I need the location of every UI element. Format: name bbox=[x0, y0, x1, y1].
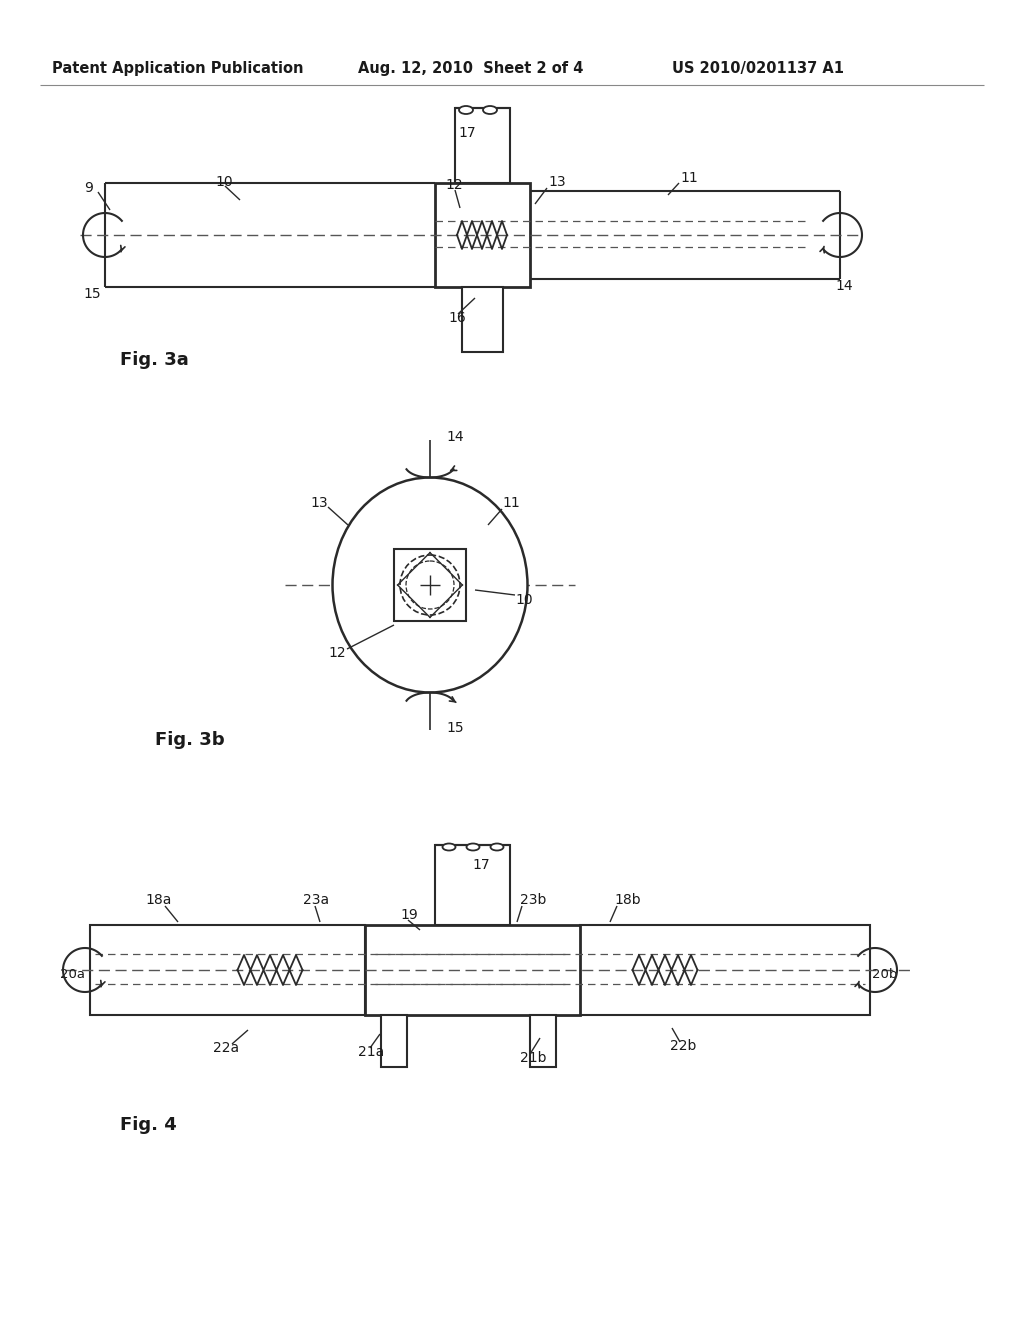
Text: US 2010/0201137 A1: US 2010/0201137 A1 bbox=[672, 61, 844, 75]
Text: 13: 13 bbox=[310, 496, 328, 510]
Bar bbox=[90, 925, 365, 1015]
Ellipse shape bbox=[333, 478, 527, 693]
Text: 20a: 20a bbox=[60, 969, 85, 982]
Ellipse shape bbox=[467, 843, 479, 850]
Text: 10: 10 bbox=[215, 176, 232, 189]
Text: Fig. 3a: Fig. 3a bbox=[120, 351, 188, 370]
Text: 19: 19 bbox=[400, 908, 418, 921]
Ellipse shape bbox=[490, 843, 504, 850]
Text: 15: 15 bbox=[83, 286, 100, 301]
Text: 16: 16 bbox=[449, 312, 466, 325]
Text: Fig. 4: Fig. 4 bbox=[120, 1115, 177, 1134]
Bar bbox=[462, 286, 503, 352]
Text: 21b: 21b bbox=[520, 1051, 547, 1065]
Text: 14: 14 bbox=[835, 279, 853, 293]
Text: 23a: 23a bbox=[303, 894, 329, 907]
Text: 23b: 23b bbox=[520, 894, 547, 907]
Text: 15: 15 bbox=[446, 721, 464, 735]
Text: 17: 17 bbox=[472, 858, 489, 873]
Ellipse shape bbox=[400, 554, 460, 615]
Ellipse shape bbox=[406, 561, 454, 609]
Text: 20b: 20b bbox=[872, 969, 897, 982]
Ellipse shape bbox=[442, 843, 456, 850]
Bar bbox=[435, 845, 510, 925]
Ellipse shape bbox=[483, 106, 497, 114]
Text: 21a: 21a bbox=[358, 1045, 384, 1059]
Text: 22b: 22b bbox=[670, 1039, 696, 1053]
Text: 13: 13 bbox=[548, 176, 565, 189]
Text: 11: 11 bbox=[502, 496, 520, 510]
Text: Aug. 12, 2010  Sheet 2 of 4: Aug. 12, 2010 Sheet 2 of 4 bbox=[358, 61, 584, 75]
Text: 14: 14 bbox=[446, 430, 464, 444]
Bar bbox=[580, 925, 870, 1015]
Bar bbox=[435, 183, 530, 286]
Text: 18b: 18b bbox=[614, 894, 641, 907]
Text: 17: 17 bbox=[458, 125, 475, 140]
Bar bbox=[530, 1015, 556, 1067]
Ellipse shape bbox=[459, 106, 473, 114]
Bar bbox=[394, 549, 466, 620]
Text: 9: 9 bbox=[84, 181, 93, 195]
Text: 22a: 22a bbox=[213, 1041, 240, 1055]
Bar bbox=[381, 1015, 407, 1067]
Text: Fig. 3b: Fig. 3b bbox=[155, 731, 224, 748]
Text: 12: 12 bbox=[445, 178, 463, 191]
Bar bbox=[365, 925, 580, 1015]
Text: Patent Application Publication: Patent Application Publication bbox=[52, 61, 303, 75]
Text: 12: 12 bbox=[328, 645, 346, 660]
Text: 18a: 18a bbox=[145, 894, 171, 907]
Text: 11: 11 bbox=[680, 172, 697, 185]
Bar bbox=[455, 108, 510, 183]
Text: 10: 10 bbox=[515, 593, 532, 607]
